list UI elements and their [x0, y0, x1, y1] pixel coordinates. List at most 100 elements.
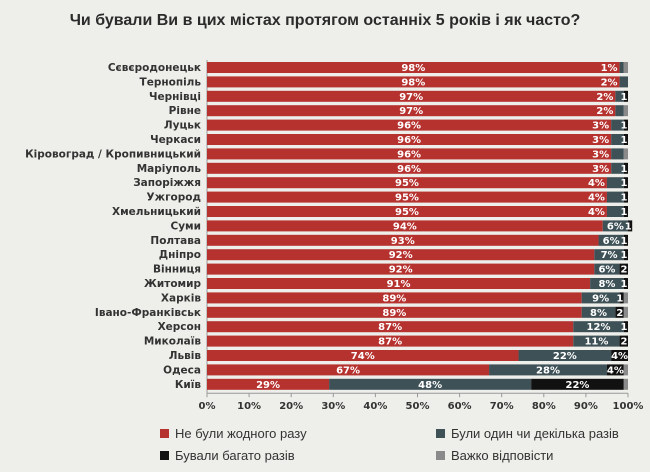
bar-segment — [623, 206, 628, 217]
bar-segment — [623, 378, 628, 390]
data-label: 1 — [621, 250, 628, 261]
data-label: 91% — [387, 279, 411, 290]
data-label: 28% — [536, 365, 560, 376]
data-label: 97% — [399, 106, 423, 117]
category-label: Миколаїв — [144, 336, 202, 348]
category-label: Сєвєродонецьк — [108, 62, 201, 74]
bar-segment — [207, 292, 582, 304]
bar-segment — [207, 321, 574, 333]
bar-segment — [207, 90, 616, 102]
bar-segment — [619, 263, 628, 275]
legend-label: Не були жодного разу — [175, 426, 307, 441]
data-label: 6% — [607, 221, 624, 232]
data-label: 1 — [621, 135, 628, 146]
legend-label: Бували багато разів — [175, 448, 295, 463]
bar-segment — [623, 292, 628, 304]
bar-segment — [329, 378, 532, 390]
bar-segment — [207, 378, 330, 390]
bar-segment — [207, 234, 599, 246]
category-label: Луцьк — [164, 120, 201, 132]
x-tick-label: 80% — [532, 401, 556, 412]
x-tick-label: 90% — [574, 401, 598, 412]
data-label: 1 — [621, 279, 628, 290]
data-label: 1 — [621, 178, 628, 189]
data-label: 1 — [621, 207, 628, 218]
legend-item-hard: Важко відповісти — [436, 448, 553, 463]
bar-segment — [623, 306, 628, 318]
data-label: 6% — [598, 265, 615, 276]
data-label: 2% — [596, 92, 613, 103]
bar-segment — [207, 278, 591, 289]
category-label: Хмельницький — [112, 206, 201, 218]
data-label: 1 — [621, 322, 628, 333]
bar-segment — [207, 350, 519, 361]
x-tick-label: 0% — [199, 401, 216, 412]
data-label: 8% — [598, 279, 615, 290]
bar-segment — [207, 105, 616, 117]
bar-segment — [207, 62, 620, 73]
bar-segment — [623, 364, 628, 376]
bar-segment — [606, 177, 624, 189]
bar-segment — [207, 119, 612, 131]
category-label: Суми — [171, 220, 202, 232]
bar-segment — [207, 220, 603, 232]
bar-segment — [611, 119, 624, 131]
bar-segment — [623, 62, 628, 73]
data-label: 4% — [588, 207, 605, 218]
category-label: Маріуполь — [137, 163, 202, 175]
legend-item-never: Не були жодного разу — [160, 426, 307, 441]
data-label: 2% — [601, 77, 618, 88]
bar-segment — [207, 306, 582, 318]
category-label: Київ — [175, 379, 202, 391]
data-label: 1 — [621, 193, 628, 204]
x-tick-label: 30% — [321, 401, 345, 412]
legend-swatch — [160, 429, 169, 438]
data-label: 11% — [584, 337, 608, 348]
data-label: 4% — [607, 365, 624, 376]
data-label: 29% — [256, 380, 280, 391]
data-label: 87% — [378, 322, 402, 333]
category-label: Івано-Франківськ — [95, 307, 201, 319]
bar-segment — [623, 90, 628, 102]
data-label: 95% — [395, 193, 419, 204]
bar-segment — [581, 292, 620, 304]
data-label: 95% — [395, 207, 419, 218]
category-label: Одеса — [163, 364, 201, 376]
bar-segment — [623, 321, 628, 333]
data-label: 2 — [621, 337, 628, 348]
bar-segment — [619, 292, 624, 304]
data-label: 1 — [621, 121, 628, 132]
bar-segment — [207, 263, 595, 275]
bar-segment — [207, 162, 612, 174]
data-label: 98% — [401, 77, 425, 88]
data-label: 1 — [621, 164, 628, 175]
category-label: Рівне — [169, 105, 201, 117]
data-label: 95% — [395, 178, 419, 189]
bar-segment — [611, 148, 624, 160]
data-label: 2 — [621, 265, 628, 276]
bar-segment — [628, 220, 633, 232]
x-tick-label: 60% — [448, 401, 472, 412]
category-label: Кіровоград / Кропивницький — [25, 148, 201, 160]
bar-segment — [615, 105, 624, 117]
data-label: 89% — [382, 308, 406, 319]
bar-segment — [573, 335, 620, 347]
category-label: Запоріжжя — [133, 177, 201, 189]
bar-segment — [207, 335, 574, 347]
bar-segment — [606, 206, 624, 217]
data-label: 22% — [566, 380, 590, 391]
data-label: 1 — [616, 293, 623, 304]
bar-segment — [598, 234, 624, 246]
category-label: Харків — [161, 292, 201, 304]
bar-segment — [602, 220, 628, 232]
x-tick-label: 50% — [406, 401, 430, 412]
data-label: 6% — [603, 236, 620, 247]
data-label: 2% — [596, 106, 613, 117]
bar-segment — [207, 364, 490, 376]
bar-segment — [594, 263, 620, 275]
data-label: 1% — [601, 63, 618, 74]
bar-segment — [619, 335, 628, 347]
bar-segment — [207, 76, 620, 88]
data-label: 67% — [336, 365, 360, 376]
data-label: 1 — [625, 221, 632, 232]
